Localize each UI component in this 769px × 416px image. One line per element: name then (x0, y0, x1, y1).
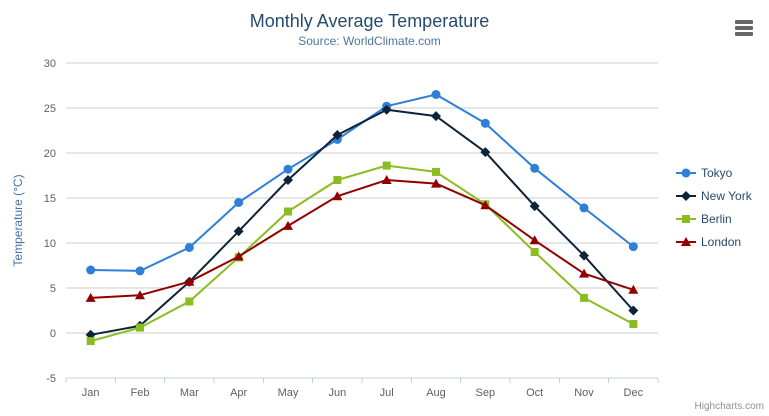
data-point-marker[interactable] (184, 276, 195, 286)
y-axis-title: Temperature (°C) (11, 174, 25, 266)
y-axis-tick-label: 10 (44, 238, 56, 250)
data-point-marker[interactable] (579, 203, 589, 213)
data-point-marker[interactable] (628, 242, 638, 252)
x-axis-tick-label: Feb (131, 387, 150, 399)
x-axis-tick-label: Mar (180, 387, 199, 399)
data-point-marker[interactable] (431, 90, 441, 99)
x-axis-tick-label: Jun (328, 387, 346, 399)
diamond-marker-icon (676, 190, 696, 201)
data-point-marker[interactable] (381, 175, 392, 184)
data-point-marker[interactable] (431, 178, 441, 188)
data-point-marker[interactable] (529, 201, 540, 212)
data-point-marker[interactable] (85, 292, 96, 302)
legend: Tokyo New York Berlin London (676, 161, 752, 253)
data-point-marker[interactable] (580, 293, 588, 302)
data-point-marker[interactable] (628, 305, 639, 316)
data-point-marker (681, 168, 691, 177)
legend-item-new-york[interactable]: New York (676, 184, 752, 207)
x-axis-tick-label: Sep (476, 387, 496, 399)
data-point-marker[interactable] (135, 266, 145, 276)
data-point-marker[interactable] (234, 198, 244, 207)
credits-link[interactable]: Highcharts.com (694, 401, 764, 412)
data-point-marker[interactable] (184, 243, 194, 252)
series-line-new-york (89, 108, 635, 336)
data-point-marker[interactable] (529, 235, 540, 245)
legend-item-london[interactable]: London (676, 230, 752, 253)
y-axis-tick-label: 5 (50, 283, 56, 295)
chart-context-menu-button[interactable] (731, 15, 759, 41)
data-point-marker[interactable] (233, 226, 244, 237)
data-point-marker[interactable] (284, 207, 292, 216)
y-axis-tick-label: 25 (44, 103, 56, 115)
series-tokyo[interactable] (86, 90, 638, 276)
data-point-marker[interactable] (283, 164, 293, 174)
data-point-marker[interactable] (530, 248, 539, 256)
x-axis-tick-label: Apr (230, 387, 247, 399)
data-point-marker[interactable] (480, 118, 490, 128)
chart-subtitle: Source: WorldClimate.com (298, 34, 441, 48)
x-axis-tick-label: Dec (624, 387, 644, 399)
chart-title: Monthly Average Temperature (249, 11, 490, 31)
series-line-berlin (89, 164, 635, 343)
data-point-marker[interactable] (283, 220, 293, 230)
series-line-tokyo (89, 93, 635, 272)
data-point-marker[interactable] (136, 323, 144, 332)
series-line-london (89, 179, 635, 299)
data-point-marker (681, 236, 691, 246)
legend-item-berlin[interactable]: Berlin (676, 207, 752, 230)
circle-marker-icon (676, 168, 696, 177)
data-point-marker (682, 214, 690, 223)
data-point-marker[interactable] (381, 104, 392, 115)
series-london[interactable] (85, 175, 639, 302)
data-point-marker[interactable] (579, 250, 589, 261)
triangle-marker-icon (676, 236, 696, 246)
series-new-york[interactable] (85, 104, 639, 340)
data-point-marker[interactable] (86, 337, 95, 346)
x-axis-tick-label: Jul (380, 387, 394, 399)
legend-label: Tokyo (701, 165, 733, 180)
legend-label: Berlin (701, 211, 732, 226)
data-point-marker[interactable] (332, 191, 343, 201)
data-point-marker[interactable] (135, 290, 145, 300)
data-point-marker[interactable] (431, 111, 441, 122)
data-point-marker[interactable] (333, 176, 342, 184)
y-axis-tick-label: 20 (44, 148, 56, 160)
x-axis-tick-label: Jan (82, 387, 100, 399)
x-axis-tick-label: Aug (426, 387, 446, 399)
data-point-marker[interactable] (628, 284, 639, 294)
data-point-marker[interactable] (185, 297, 194, 306)
legend-item-tokyo[interactable]: Tokyo (676, 161, 752, 184)
y-axis-tick-label: 0 (50, 328, 56, 340)
x-axis-tick-label: May (278, 387, 299, 399)
y-axis-tick-label: -5 (46, 373, 56, 385)
data-point-marker[interactable] (579, 268, 589, 278)
x-axis-tick-label: Nov (574, 387, 594, 399)
data-point-marker[interactable] (480, 200, 491, 210)
data-point-marker[interactable] (233, 251, 244, 261)
legend-label: New York (701, 188, 752, 203)
data-point-marker[interactable] (332, 130, 343, 140)
data-point-marker[interactable] (480, 147, 491, 158)
x-axis-tick-label: Oct (526, 387, 543, 399)
legend-label: London (701, 234, 742, 249)
data-point-marker (681, 190, 691, 201)
y-axis-tick-label: 30 (44, 58, 56, 70)
data-point-marker[interactable] (283, 175, 293, 185)
data-point-marker[interactable] (530, 163, 540, 173)
y-axis-tick-label: 15 (44, 193, 56, 205)
data-point-marker[interactable] (382, 161, 391, 170)
data-point-marker[interactable] (86, 265, 96, 275)
data-point-marker[interactable] (432, 167, 440, 176)
square-marker-icon (676, 214, 696, 223)
data-point-marker[interactable] (629, 320, 638, 328)
